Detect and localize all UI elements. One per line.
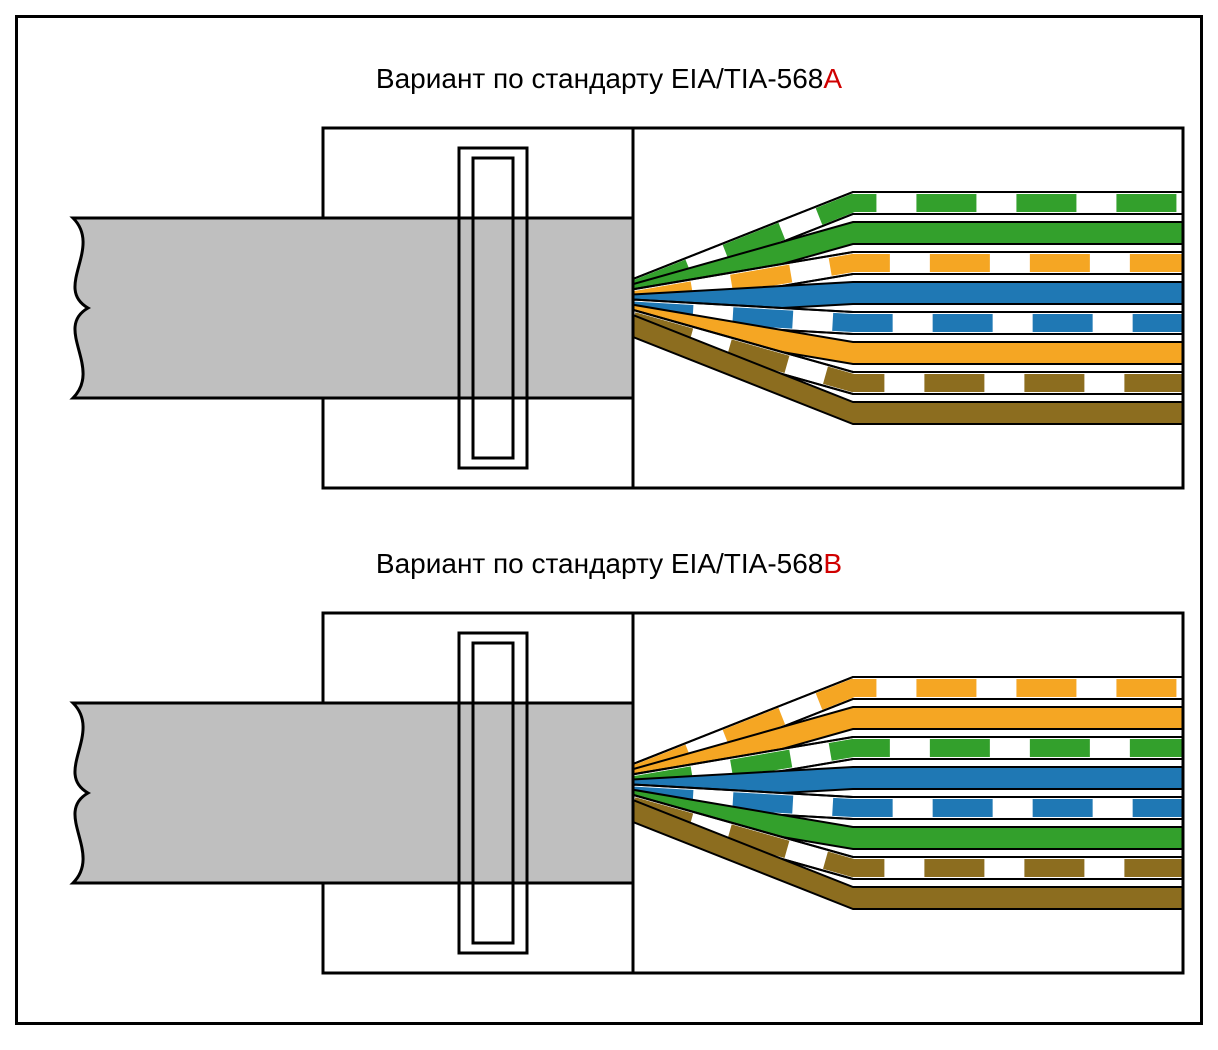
title-568b: Вариант по стандарту EIA/TIA-568B	[18, 548, 1200, 580]
title-568b-text: Вариант по стандарту EIA/TIA-568	[376, 548, 823, 579]
title-568a: Вариант по стандарту EIA/TIA-568A	[18, 63, 1200, 95]
title-568b-accent: B	[823, 548, 842, 579]
title-568a-accent: A	[823, 63, 842, 94]
outer-frame: Вариант по стандарту EIA/TIA-568A Вариан…	[15, 15, 1203, 1025]
page: Вариант по стандарту EIA/TIA-568A Вариан…	[0, 0, 1218, 1050]
cable-jacket	[73, 218, 633, 398]
diagram-568a	[33, 98, 1188, 518]
cable-jacket	[73, 703, 633, 883]
diagram-568b	[33, 583, 1188, 1003]
title-568a-text: Вариант по стандарту EIA/TIA-568	[376, 63, 823, 94]
